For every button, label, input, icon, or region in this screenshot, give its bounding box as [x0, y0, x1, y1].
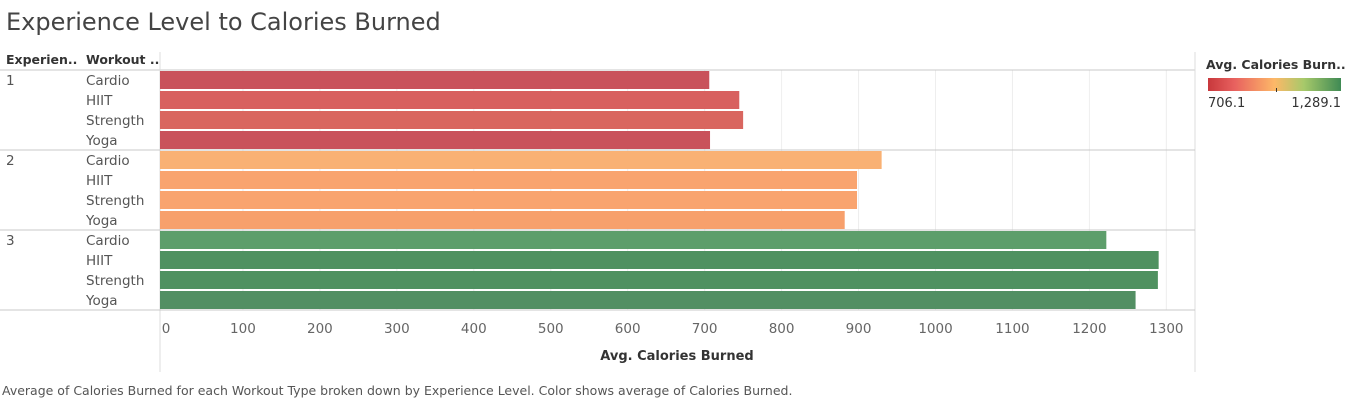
workout-type-label: HIIT — [86, 173, 113, 189]
legend-marker — [1276, 88, 1277, 92]
workout-type-label: HIIT — [86, 93, 113, 109]
header-workout: Workout .. — [86, 52, 159, 67]
gridlines — [242, 70, 1167, 310]
x-tick-label: 1100 — [995, 321, 1029, 337]
x-tick-label: 800 — [769, 321, 795, 337]
row-headers: Experien.. Workout .. — [0, 52, 1196, 372]
workout-type-label: Strength — [86, 113, 144, 129]
header-experience: Experien.. — [6, 52, 77, 67]
legend-gradient — [1208, 78, 1341, 91]
experience-level-label: 3 — [6, 233, 15, 249]
bar-3-yoga[interactable] — [160, 291, 1136, 309]
bar-3-strength[interactable] — [160, 271, 1158, 289]
chart-title: Experience Level to Calories Burned — [6, 8, 441, 36]
workout-type-label: Strength — [86, 193, 144, 209]
bar-1-hiit[interactable] — [160, 91, 740, 109]
x-tick-label: 400 — [461, 321, 487, 337]
workout-type-label: Cardio — [86, 233, 130, 249]
chart-caption: Average of Calories Burned for each Work… — [2, 383, 793, 398]
legend-title: Avg. Calories Burn.. — [1206, 57, 1346, 72]
legend-min-label: 706.1 — [1208, 96, 1246, 111]
bar-1-cardio[interactable] — [160, 71, 710, 89]
x-axis-title: Avg. Calories Burned — [600, 349, 753, 364]
workout-type-label: Strength — [86, 273, 144, 289]
bar-2-strength[interactable] — [160, 191, 858, 209]
bar-2-yoga[interactable] — [160, 211, 845, 229]
bar-3-hiit[interactable] — [160, 251, 1159, 269]
bar-2-cardio[interactable] — [160, 151, 882, 169]
x-tick-label: 1300 — [1149, 321, 1183, 337]
experience-level-label: 1 — [6, 73, 15, 89]
workout-type-label: HIIT — [86, 253, 113, 269]
x-tick-label: 100 — [230, 321, 256, 337]
bar-1-strength[interactable] — [160, 111, 744, 129]
chart-rows: 1 Cardio HIIT Strength Yoga 2 Cardio HIIT Streng… — [0, 71, 1195, 311]
x-tick-label: 600 — [615, 321, 641, 337]
workout-type-label: Yoga — [85, 293, 118, 309]
bar-1-yoga[interactable] — [160, 131, 711, 149]
experience-level-label: 2 — [6, 153, 15, 169]
legend-max-label: 1,289.1 — [1291, 96, 1341, 111]
x-tick-label: 1000 — [918, 321, 952, 337]
x-tick-label: 1200 — [1072, 321, 1106, 337]
x-tick-label: 900 — [846, 321, 872, 337]
x-tick-label: 0 — [162, 321, 171, 337]
x-tick-label: 200 — [307, 321, 333, 337]
bar-chart: Experien.. Workout .. 1 Cardio HIIT Strength… — [0, 52, 1196, 372]
workout-type-label: Yoga — [85, 213, 118, 229]
workout-type-label: Yoga — [85, 133, 118, 149]
workout-type-label: Cardio — [86, 153, 130, 169]
x-tick-label: 700 — [692, 321, 718, 337]
x-tick-label: 500 — [538, 321, 564, 337]
bar-3-cardio[interactable] — [160, 231, 1107, 249]
x-tick-label: 300 — [384, 321, 410, 337]
workout-type-label: Cardio — [86, 73, 130, 89]
bar-2-hiit[interactable] — [160, 171, 858, 189]
x-axis: 0 100 200 300 400 500 600 700 800 900 1000 1100 1200… — [162, 321, 1184, 364]
